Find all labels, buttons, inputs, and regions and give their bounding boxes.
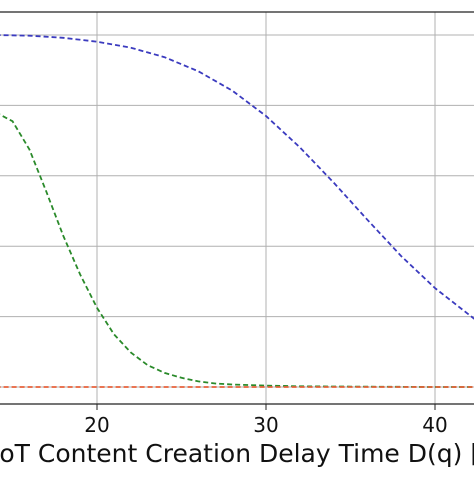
series-line-0 xyxy=(0,34,474,320)
x-tick-label-1: 30 xyxy=(253,413,278,437)
grid xyxy=(0,12,474,404)
series-line-1 xyxy=(0,113,474,388)
series-layer xyxy=(0,34,474,388)
x-tick-label-2: 40 xyxy=(422,413,447,437)
x-ticks: 20 30 40 xyxy=(84,404,448,437)
x-tick-label-0: 20 xyxy=(84,413,109,437)
x-axis-label: IoT Content Creation Delay Time D(q) [se… xyxy=(0,439,474,468)
axes xyxy=(0,11,474,405)
